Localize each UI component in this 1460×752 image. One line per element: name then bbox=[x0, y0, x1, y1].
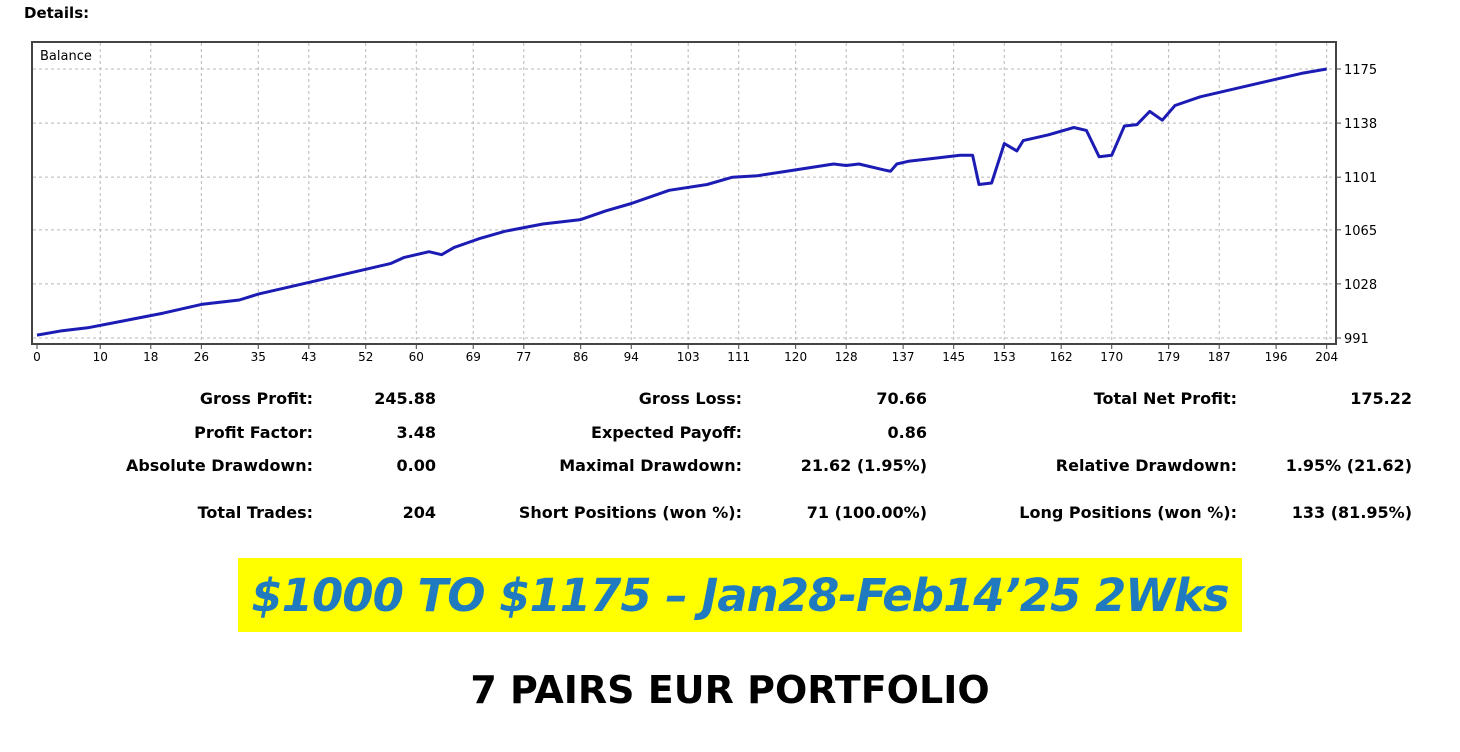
highlight-banner: $1000 TO $1175 – Jan28-Feb14’25 2Wks bbox=[238, 558, 1242, 632]
x-tick-label: 60 bbox=[409, 350, 424, 364]
x-tick-label: 86 bbox=[573, 350, 588, 364]
short-positions-label: Short Positions (won %): bbox=[518, 503, 742, 522]
total-net-profit-value: 175.22 bbox=[1350, 389, 1412, 408]
expected-payoff-label: Expected Payoff: bbox=[591, 423, 742, 442]
profit-factor-label: Profit Factor: bbox=[194, 423, 313, 442]
y-tick-label: 1175 bbox=[1344, 63, 1377, 78]
y-tick-label: 1101 bbox=[1344, 171, 1377, 186]
x-tick-label: 43 bbox=[301, 350, 316, 364]
x-tick-label: 196 bbox=[1265, 350, 1288, 364]
y-tick-label: 1065 bbox=[1344, 224, 1377, 239]
chart-title: Balance bbox=[40, 49, 92, 64]
y-axis: 1175 1138 1101 1065 1028 991 bbox=[1336, 63, 1377, 347]
x-tick-label: 10 bbox=[93, 350, 108, 364]
gross-loss-value: 70.66 bbox=[876, 389, 927, 408]
x-tick-label: 204 bbox=[1315, 350, 1338, 364]
total-net-profit-label: Total Net Profit: bbox=[1093, 389, 1237, 408]
x-tick-label: 137 bbox=[892, 350, 915, 364]
x-tick-label: 103 bbox=[677, 350, 700, 364]
long-positions-label: Long Positions (won %): bbox=[1019, 503, 1237, 522]
gross-profit-value: 245.88 bbox=[374, 389, 436, 408]
x-tick-label: 94 bbox=[624, 350, 639, 364]
y-tick-label: 1028 bbox=[1344, 278, 1377, 293]
chart-grid bbox=[33, 43, 1335, 343]
x-tick-label: 153 bbox=[993, 350, 1016, 364]
maximal-drawdown-label: Maximal Drawdown: bbox=[559, 456, 742, 475]
details-label: Details: bbox=[24, 4, 90, 22]
x-tick-label: 162 bbox=[1050, 350, 1073, 364]
maximal-drawdown-value: 21.62 (1.95%) bbox=[800, 456, 927, 475]
chart-series bbox=[36, 67, 1327, 337]
gross-loss-label: Gross Loss: bbox=[638, 389, 742, 408]
chart-plot-area bbox=[31, 41, 1337, 345]
x-tick-label: 26 bbox=[194, 350, 209, 364]
y-tick-label: 1138 bbox=[1344, 117, 1377, 132]
x-tick-label: 187 bbox=[1208, 350, 1231, 364]
x-axis: 0 10 18 26 35 43 52 60 69 77 86 94 103 111 120 128 137 14… bbox=[33, 344, 1338, 364]
relative-drawdown-label: Relative Drawdown: bbox=[1055, 456, 1237, 475]
expected-payoff-value: 0.86 bbox=[887, 423, 927, 442]
x-tick-label: 120 bbox=[784, 350, 807, 364]
banner-text: $1000 TO $1175 – Jan28-Feb14’25 2Wks bbox=[251, 568, 1229, 622]
profit-factor-value: 3.48 bbox=[396, 423, 436, 442]
portfolio-title: 7 PAIRS EUR PORTFOLIO bbox=[470, 668, 990, 712]
x-tick-label: 35 bbox=[251, 350, 266, 364]
x-tick-label: 145 bbox=[942, 350, 965, 364]
total-trades-value: 204 bbox=[402, 503, 436, 522]
total-trades-label: Total Trades: bbox=[197, 503, 313, 522]
relative-drawdown-value: 1.95% (21.62) bbox=[1285, 456, 1412, 475]
x-tick-label: 52 bbox=[358, 350, 373, 364]
x-tick-label: 69 bbox=[466, 350, 481, 364]
gross-profit-label: Gross Profit: bbox=[199, 389, 313, 408]
x-tick-label: 0 bbox=[33, 350, 41, 364]
y-tick-label: 991 bbox=[1344, 332, 1369, 347]
x-tick-label: 179 bbox=[1157, 350, 1180, 364]
x-tick-label: 170 bbox=[1100, 350, 1123, 364]
x-tick-label: 111 bbox=[727, 350, 750, 364]
x-tick-label: 128 bbox=[835, 350, 858, 364]
short-positions-value: 71 (100.00%) bbox=[806, 503, 927, 522]
absolute-drawdown-label: Absolute Drawdown: bbox=[125, 456, 313, 475]
x-tick-label: 18 bbox=[143, 350, 158, 364]
balance-line bbox=[36, 67, 1327, 337]
x-tick-label: 77 bbox=[516, 350, 531, 364]
absolute-drawdown-value: 0.00 bbox=[396, 456, 436, 475]
long-positions-value: 133 (81.95%) bbox=[1291, 503, 1412, 522]
balance-chart: 0 10 18 26 35 43 52 60 69 77 86 94 103 111 120 128 137 14… bbox=[31, 41, 1377, 364]
